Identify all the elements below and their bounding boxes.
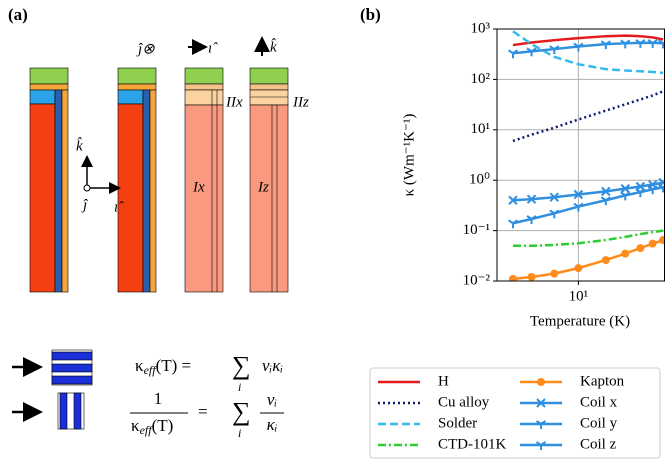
marker <box>550 269 559 278</box>
panel-a: (a) <box>8 5 309 440</box>
marker <box>526 47 537 57</box>
sum-sign: ∑ <box>232 397 251 426</box>
marker <box>601 186 611 197</box>
marker <box>526 194 537 204</box>
legend-label: Coil y <box>580 415 618 431</box>
panel-label: (b) <box>360 5 381 24</box>
fraction-denominator: κeff(T) <box>131 416 173 437</box>
y-tick-label: 10¹ <box>471 121 491 137</box>
marker <box>621 249 630 258</box>
column <box>29 67 69 293</box>
marker <box>659 236 665 245</box>
fraction-numerator: vᵢ <box>267 390 277 409</box>
region-label: IIx <box>225 94 243 110</box>
marker <box>636 244 645 253</box>
y-tick-label: 10³ <box>471 20 491 36</box>
marker <box>508 195 518 205</box>
region-label: IIz <box>292 94 309 110</box>
y-axis-label: κ (Wm⁻¹K⁻¹) <box>401 114 417 197</box>
direction-label: ı̂ <box>208 40 218 56</box>
y-tick-label: 10⁻² <box>463 272 491 288</box>
sum-sign: ∑ <box>232 351 251 380</box>
marker <box>573 202 584 212</box>
marker <box>600 40 611 50</box>
series-line <box>512 34 664 47</box>
marker <box>620 191 631 201</box>
marker <box>527 273 536 281</box>
marker <box>635 188 646 198</box>
column <box>117 67 157 293</box>
legend-label: H <box>438 373 449 389</box>
marker <box>507 219 519 229</box>
equation: vᵢκᵢ <box>262 356 283 375</box>
legend-label: Kapton <box>580 373 625 389</box>
legend-box <box>369 367 661 459</box>
equation: κeff(T) = <box>135 356 191 377</box>
marker <box>601 256 610 265</box>
direction-label: k̂ <box>270 38 277 55</box>
axis-label: ĵ <box>81 197 88 213</box>
sum-index: i <box>238 426 241 440</box>
x-tick-label: 10¹ <box>569 288 589 304</box>
y-tick-label: 10² <box>471 71 491 87</box>
marker <box>507 49 519 59</box>
parallel-icon <box>57 392 85 430</box>
marker <box>620 183 630 194</box>
series-line <box>512 30 664 75</box>
legend-marker <box>535 441 547 450</box>
region-label: Iz <box>257 179 269 195</box>
plot-lines <box>507 30 665 281</box>
y-tick-label: 10⁰ <box>469 172 490 188</box>
marker <box>526 215 537 224</box>
marker <box>658 39 665 49</box>
marker <box>635 39 646 48</box>
legend-label: Cu alloy <box>438 394 490 410</box>
marker <box>549 45 560 55</box>
legend-label: Coil z <box>580 436 617 452</box>
column <box>249 67 289 293</box>
marker <box>647 185 658 195</box>
direction-label: ĵ⊗ <box>136 41 155 57</box>
region-label: Ix <box>192 179 205 195</box>
legend-label: CTD-101K <box>438 436 506 452</box>
legend-marker <box>535 420 547 429</box>
marker <box>508 274 517 281</box>
marker <box>647 39 658 48</box>
y-tick-label: 10⁻¹ <box>463 222 490 238</box>
marker <box>549 209 560 219</box>
equals: = <box>198 402 208 421</box>
fraction-numerator: 1 <box>154 389 163 408</box>
marker <box>620 39 631 49</box>
legend-marker <box>536 398 546 408</box>
marker <box>648 239 657 248</box>
marker <box>573 42 584 52</box>
fraction-denominator: κᵢ <box>267 415 278 434</box>
axis-label: k̂ <box>76 137 83 154</box>
column <box>184 67 224 293</box>
sum-index: i <box>238 380 241 394</box>
legend-label: Coil x <box>580 394 618 410</box>
marker <box>658 183 665 193</box>
panel-label: (a) <box>8 5 28 24</box>
marker <box>574 264 583 273</box>
axis-origin <box>83 184 91 192</box>
marker <box>549 192 559 202</box>
x-axis-label: Temperature (K) <box>530 313 630 329</box>
marker <box>573 189 584 200</box>
series-icon <box>51 349 93 386</box>
legend-marker <box>537 378 545 386</box>
marker <box>600 196 611 206</box>
legend-label: Solder <box>438 415 477 431</box>
